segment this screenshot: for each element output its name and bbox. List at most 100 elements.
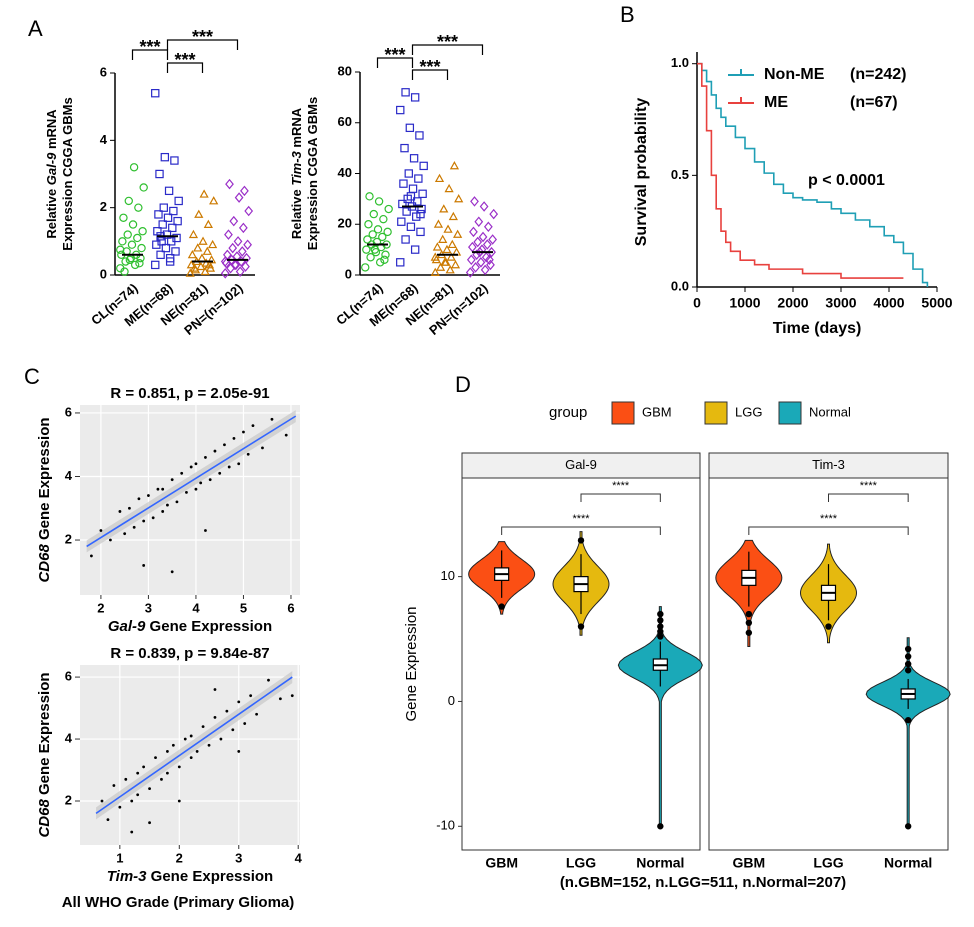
point bbox=[119, 213, 128, 222]
point bbox=[470, 196, 479, 207]
point bbox=[229, 215, 239, 227]
x-tick-label: 3 bbox=[145, 600, 152, 615]
point bbox=[189, 734, 193, 738]
significance-bracket bbox=[411, 44, 484, 55]
legend-label: ME bbox=[764, 94, 788, 111]
outlier bbox=[657, 823, 664, 830]
significance-label: **** bbox=[572, 513, 590, 525]
x-tick-label: GBM bbox=[732, 855, 765, 871]
outlier bbox=[657, 617, 664, 624]
point bbox=[90, 554, 93, 558]
point bbox=[278, 697, 282, 701]
point bbox=[418, 189, 427, 198]
significance-label: *** bbox=[384, 45, 405, 65]
point bbox=[166, 503, 169, 507]
x-tick-label: 2 bbox=[176, 850, 183, 865]
point bbox=[166, 750, 169, 753]
point bbox=[405, 123, 415, 133]
point bbox=[465, 267, 475, 278]
point bbox=[225, 178, 234, 190]
point bbox=[467, 241, 477, 253]
point bbox=[120, 267, 129, 276]
point bbox=[183, 737, 187, 741]
y-axis-label-part: CD68 bbox=[36, 799, 53, 838]
point bbox=[142, 519, 146, 523]
point bbox=[361, 263, 370, 272]
point bbox=[234, 192, 244, 203]
point bbox=[238, 222, 248, 234]
y-axis-label: CD68 Gene Expression bbox=[36, 672, 53, 837]
point bbox=[203, 219, 213, 228]
point bbox=[473, 236, 483, 248]
significance-bracket bbox=[131, 49, 169, 60]
y-axis-label-part: Relative bbox=[289, 186, 304, 239]
point bbox=[233, 236, 243, 247]
x-axis-label-part: Gene Expression bbox=[147, 868, 274, 885]
point bbox=[123, 230, 132, 239]
point bbox=[118, 237, 127, 246]
point bbox=[199, 189, 209, 198]
significance-label: **** bbox=[820, 513, 838, 525]
point bbox=[187, 249, 197, 259]
x-tick-label: 4000 bbox=[873, 295, 904, 311]
point bbox=[383, 227, 392, 237]
point bbox=[231, 259, 241, 271]
point bbox=[447, 239, 457, 249]
point bbox=[99, 529, 103, 532]
point bbox=[154, 756, 157, 760]
y-axis-label-part: Tim-3 bbox=[289, 150, 304, 185]
point bbox=[290, 694, 294, 698]
significance-bracket bbox=[376, 57, 414, 68]
point bbox=[246, 452, 250, 456]
point bbox=[127, 240, 137, 249]
point bbox=[171, 743, 175, 747]
significance-bracket bbox=[501, 526, 661, 535]
y-tick-label: 10 bbox=[441, 568, 455, 583]
x-axis-label: Time (days) bbox=[773, 320, 862, 337]
y-tick-label: -10 bbox=[436, 818, 455, 833]
point bbox=[440, 257, 450, 266]
point bbox=[151, 516, 155, 520]
point bbox=[161, 243, 171, 253]
point bbox=[109, 538, 112, 542]
outlier bbox=[498, 603, 505, 610]
legend-key bbox=[611, 401, 635, 425]
point bbox=[189, 263, 200, 272]
x-tick-label: LGG bbox=[566, 855, 596, 871]
point bbox=[132, 525, 136, 529]
y-tick-label: 4 bbox=[65, 730, 73, 745]
point bbox=[401, 235, 410, 244]
legend-label: GBM bbox=[642, 404, 672, 419]
point bbox=[121, 257, 130, 266]
point bbox=[193, 243, 203, 252]
point bbox=[194, 462, 198, 466]
point bbox=[406, 192, 416, 201]
x-tick-label: 5 bbox=[240, 600, 247, 615]
point bbox=[173, 216, 182, 226]
point bbox=[469, 226, 478, 238]
point bbox=[244, 205, 254, 217]
point bbox=[237, 462, 241, 466]
point bbox=[118, 805, 122, 809]
x-tick-label: Normal bbox=[636, 855, 684, 871]
point bbox=[142, 564, 146, 567]
significance-label: **** bbox=[860, 480, 878, 492]
x-tick-label: 4 bbox=[192, 600, 200, 615]
point bbox=[161, 487, 165, 491]
outlier bbox=[745, 610, 753, 618]
point bbox=[380, 255, 389, 264]
point bbox=[362, 245, 371, 254]
chart-title: R = 0.851, p = 2.05e-91 bbox=[110, 385, 269, 402]
point bbox=[399, 179, 408, 188]
point bbox=[170, 478, 174, 482]
point bbox=[194, 209, 204, 218]
significance-label: *** bbox=[419, 57, 440, 77]
legend-key bbox=[778, 401, 802, 425]
point bbox=[240, 185, 249, 197]
point bbox=[135, 259, 144, 268]
point bbox=[242, 252, 251, 264]
point bbox=[136, 793, 140, 797]
facet-strip bbox=[461, 452, 701, 479]
outlier bbox=[657, 623, 664, 630]
y-tick-label: 80 bbox=[338, 63, 352, 78]
